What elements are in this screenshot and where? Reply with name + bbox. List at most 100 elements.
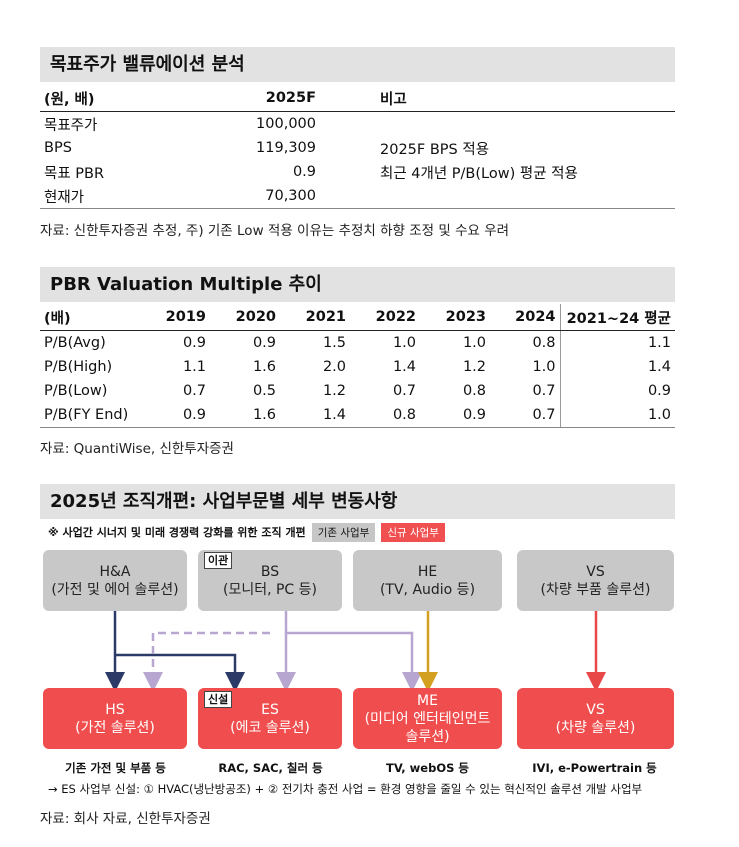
- pbr-header-year: 2023: [420, 304, 490, 331]
- pbr-header-unit: (배): [40, 304, 140, 331]
- row-label: 목표주가: [44, 117, 98, 134]
- pbr-header-year: 2024: [490, 304, 560, 331]
- cell: 0.9: [182, 335, 206, 351]
- box-he: HE (TV, Audio 등): [353, 550, 502, 611]
- box-bs-desc: (모니터, PC 등): [222, 581, 317, 598]
- cell: 0.5: [252, 383, 276, 399]
- box-he-desc: (TV, Audio 등): [379, 581, 476, 598]
- table-row: 목표 PBR 0.9 최근 4개년 P/B(Low) 평균 적용: [40, 160, 675, 184]
- cell: 1.1: [182, 359, 206, 375]
- cell: 1.0: [392, 335, 416, 351]
- row-note: 2025F BPS 적용: [380, 141, 490, 158]
- box-es-name: ES: [261, 701, 279, 718]
- box-vs-top-desc: (차량 부품 솔루션): [540, 581, 651, 598]
- box-me-desc: (미디어 엔터테인먼트: [364, 710, 491, 727]
- row-value: 0.9: [292, 164, 316, 180]
- cell: 1.4: [392, 359, 416, 375]
- cell: 1.0: [532, 359, 556, 375]
- cell: 0.8: [462, 383, 486, 399]
- row-value: 119,309: [256, 140, 316, 156]
- pbr-title: PBR Valuation Multiple 추이: [40, 267, 675, 302]
- pbr-header-year: 2020: [210, 304, 280, 331]
- valuation-table: (원, 배) 2025F 비고 목표주가 100,000 BPS 119,309…: [40, 85, 675, 209]
- box-hs-desc: (가전 솔루션): [75, 719, 155, 736]
- box-vs-bottom-name: VS: [586, 701, 605, 718]
- org-source: 자료: 회사 자료, 신한투자증권: [40, 811, 211, 827]
- box-vs-top-name: VS: [586, 563, 605, 580]
- cell: 1.2: [322, 383, 346, 399]
- table-row: P/B(High) 1.1 1.6 2.0 1.4 1.2 1.0 1.4: [40, 355, 675, 379]
- table-row: P/B(Low) 0.7 0.5 1.2 0.7 0.8 0.7 0.9: [40, 379, 675, 403]
- row-label: P/B(FY End): [40, 403, 140, 428]
- cell-average: 0.9: [559, 379, 675, 403]
- legend-new: 신규 사업부: [381, 522, 445, 542]
- row-note: 최근 4개년 P/B(Low) 평균 적용: [380, 165, 578, 182]
- row-value: 100,000: [256, 116, 316, 132]
- row-value: 70,300: [190, 184, 320, 209]
- box-me: ME (미디어 엔터테인먼트 솔루션): [353, 688, 502, 749]
- table-row: 현재가 70,300: [40, 184, 675, 209]
- pbr-header-year: 2021: [280, 304, 350, 331]
- tag-new: 신설: [204, 691, 233, 708]
- caption-hs: 기존 가전 및 부품 등: [65, 761, 166, 775]
- cell: 0.7: [532, 383, 556, 399]
- box-he-name: HE: [417, 563, 438, 580]
- row-note: [320, 184, 675, 209]
- pbr-header-year: 2019: [140, 304, 210, 331]
- box-es-desc: (에코 솔루션): [230, 719, 310, 736]
- cell: 0.7: [182, 383, 206, 399]
- row-label: BPS: [44, 140, 72, 156]
- row-label: 현재가: [40, 184, 190, 209]
- box-ha-desc: (가전 및 에어 솔루션): [51, 581, 179, 598]
- box-vs-bottom: VS (차량 솔루션): [517, 688, 674, 749]
- cell: 0.7: [392, 383, 416, 399]
- org-footnote: → ES 사업부 신설: ① HVAC(냉난방공조) + ② 전기차 충전 사업…: [48, 782, 643, 796]
- table-row: P/B(Avg) 0.9 0.9 1.5 1.0 1.0 0.8 1.1: [40, 330, 675, 355]
- cell: 1.6: [210, 403, 280, 428]
- pbr-table: (배) 2019 2020 2021 2022 2023 2024 2021~2…: [40, 304, 675, 428]
- arrow-ha-es: [115, 653, 245, 692]
- box-vs-top: VS (차량 부품 솔루션): [517, 550, 674, 611]
- box-hs: HS (가전 솔루션): [43, 688, 187, 749]
- cell: 1.5: [322, 335, 346, 351]
- valuation-title: 목표주가 밸류에이션 분석: [40, 47, 675, 82]
- box-ha-name: H&A: [99, 563, 131, 580]
- valuation-header-year: 2025F: [190, 85, 320, 112]
- row-label: P/B(Avg): [44, 335, 106, 351]
- caption-vs: IVI, e-Powertrain 등: [532, 761, 657, 775]
- org-note-row: ※ 사업간 시너지 및 미래 경쟁력 강화를 위한 조직 개편 기존 사업부 신…: [48, 522, 445, 542]
- cell-average: 1.1: [559, 330, 675, 355]
- row-label: 목표 PBR: [44, 165, 105, 182]
- table-row: BPS 119,309 2025F BPS 적용: [40, 136, 675, 160]
- row-label: P/B(High): [44, 359, 113, 375]
- cell: 1.4: [280, 403, 350, 428]
- cell: 0.8: [350, 403, 420, 428]
- cell: 1.0: [462, 335, 486, 351]
- legend-existing: 기존 사업부: [311, 522, 376, 542]
- box-ha: H&A (가전 및 에어 솔루션): [43, 550, 187, 611]
- cell: 0.9: [252, 335, 276, 351]
- cell: 2.0: [322, 359, 346, 375]
- caption-me: TV, webOS 등: [386, 761, 469, 775]
- cell: 0.7: [490, 403, 560, 428]
- box-bs-name: BS: [260, 563, 280, 580]
- pbr-header-average: 2021~24 평균: [559, 304, 675, 331]
- cell: 0.9: [140, 403, 210, 428]
- org-note: ※ 사업간 시너지 및 미래 경쟁력 강화를 위한 조직 개편: [48, 526, 306, 539]
- box-hs-name: HS: [105, 701, 125, 718]
- caption-es: RAC, SAC, 칠러 등: [218, 761, 323, 775]
- valuation-source: 자료: 신한투자증권 추정, 주) 기존 Low 적용 이유는 추정치 하향 조…: [40, 223, 510, 239]
- valuation-header-note: 비고: [320, 85, 675, 112]
- table-row: P/B(FY End) 0.9 1.6 1.4 0.8 0.9 0.7 1.0: [40, 403, 675, 428]
- box-vs-bottom-desc: (차량 솔루션): [555, 719, 636, 736]
- box-es: ES (에코 솔루션): [198, 688, 342, 749]
- cell: 0.9: [420, 403, 490, 428]
- cell-average: 1.0: [559, 403, 675, 428]
- arrow-bs-hs-dashed: [143, 631, 270, 692]
- tag-moved: 이관: [204, 552, 233, 569]
- org-title: 2025년 조직개편: 사업부문별 세부 변동사항: [40, 484, 675, 519]
- cell: 1.2: [462, 359, 486, 375]
- arrow-bs-me: [286, 631, 422, 692]
- pbr-header-year: 2022: [350, 304, 420, 331]
